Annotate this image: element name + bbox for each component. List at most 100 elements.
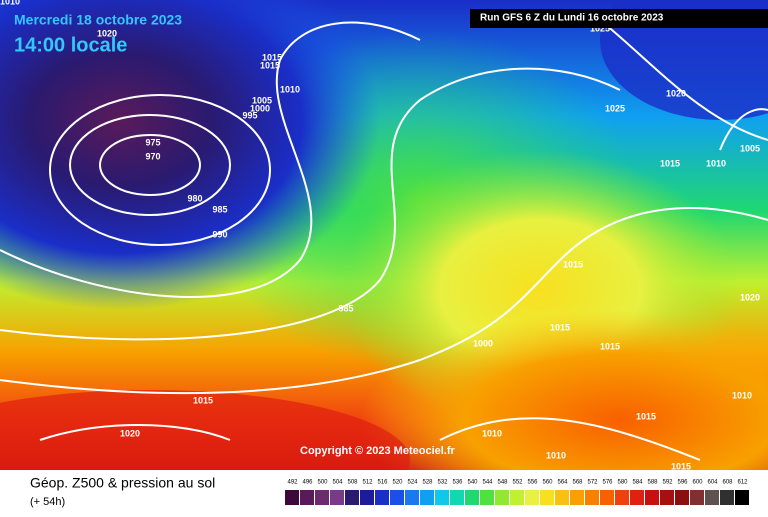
scale-swatch <box>675 490 689 505</box>
scale-label: 552 <box>512 480 523 486</box>
isobar-label: 1015 <box>636 411 656 421</box>
scale-swatch <box>510 490 524 505</box>
scale-label: 512 <box>362 480 373 486</box>
isobar-label: 1015 <box>600 341 620 351</box>
isobar-label: 985 <box>338 303 353 313</box>
scale-swatch <box>645 490 659 505</box>
scale-label: 508 <box>347 480 358 486</box>
scale-swatch <box>540 490 554 505</box>
scale-swatch <box>375 490 389 505</box>
scale-swatch <box>720 490 734 505</box>
scale-swatch <box>345 490 359 505</box>
scale-swatch <box>525 490 539 505</box>
isobar-label: 1015 <box>563 259 583 269</box>
isobar-labels: 1010102010151015101010051000995975970980… <box>0 0 760 471</box>
scale-label: 612 <box>737 480 748 486</box>
isobar-label: 1015 <box>660 158 680 168</box>
scale-swatch <box>615 490 629 505</box>
scale-label: 572 <box>587 480 598 486</box>
isobar-label: 1015 <box>262 52 282 62</box>
date-label: Mercredi 18 octobre 2023 <box>14 12 182 28</box>
scale-label: 532 <box>437 480 448 486</box>
scale-swatch <box>735 490 749 505</box>
scale-label: 528 <box>422 480 433 486</box>
isobar-label: 1000 <box>250 103 270 113</box>
isobar-label: 1020 <box>740 292 760 302</box>
isobar-label: 1010 <box>706 158 726 168</box>
isobar-label: 990 <box>212 229 227 239</box>
isobar-label: 1020 <box>666 88 686 98</box>
scale-swatch <box>660 490 674 505</box>
scale-label: 516 <box>377 480 388 486</box>
scale-swatch <box>405 490 419 505</box>
isobar-label: 1010 <box>732 390 752 400</box>
scale-swatch <box>315 490 329 505</box>
isobar-label: 1025 <box>590 23 610 33</box>
scale-label: 536 <box>452 480 463 486</box>
scale-swatch <box>360 490 374 505</box>
scale-swatch <box>300 490 314 505</box>
scale-swatch <box>390 490 404 505</box>
scale-label: 568 <box>572 480 583 486</box>
isobar-label: 995 <box>242 110 257 120</box>
isobar-label: 985 <box>212 204 227 214</box>
scale-swatch <box>285 490 299 505</box>
scale-label: 604 <box>707 480 718 486</box>
scale-label: 588 <box>647 480 658 486</box>
scale-label: 520 <box>392 480 403 486</box>
isobar-label: 975 <box>145 137 160 147</box>
scale-swatch <box>495 490 509 505</box>
isobar-label: 1010 <box>482 428 502 438</box>
scale-swatch <box>555 490 569 505</box>
scale-label: 580 <box>617 480 628 486</box>
isobar-label: 1010 <box>280 84 300 94</box>
scale-swatch <box>465 490 479 505</box>
run-banner <box>470 9 768 28</box>
isobar-label: 980 <box>187 193 202 203</box>
isobar-label: 1015 <box>550 322 570 332</box>
scale-label: 496 <box>302 480 313 486</box>
time-label: 14:00 locale <box>14 34 127 56</box>
isobar-label: 970 <box>145 151 160 161</box>
isobar-label: 1015 <box>193 395 213 405</box>
color-scale: 492 496 500 504 508 512 516 520 524 528 532 536 540 5… <box>285 480 749 505</box>
isobar-label: 1010 <box>0 0 20 6</box>
scale-label: 596 <box>677 480 688 486</box>
run-label: Run GFS 6 Z du Lundi 16 octobre 2023 <box>480 13 664 24</box>
scale-label: 540 <box>467 480 478 486</box>
isobar-lines <box>0 19 768 461</box>
scale-swatch <box>585 490 599 505</box>
scale-label: 556 <box>527 480 538 486</box>
scale-label: 608 <box>722 480 733 486</box>
isobar-label: 1020 <box>120 428 140 438</box>
scale-label: 524 <box>407 480 418 486</box>
footer-subtitle: (+ 54h) <box>30 496 65 508</box>
scale-label: 504 <box>332 480 343 486</box>
scale-label: 492 <box>287 480 298 486</box>
scale-swatch <box>435 490 449 505</box>
scale-label: 544 <box>482 480 493 486</box>
scale-swatch <box>420 490 434 505</box>
scale-swatch <box>690 490 704 505</box>
scale-swatch <box>330 490 344 505</box>
isobar-label: 1025 <box>605 103 625 113</box>
isobar-label: 1005 <box>252 95 272 105</box>
isobar-label: 1020 <box>97 28 117 38</box>
scale-label: 564 <box>557 480 568 486</box>
isobar-label: 1015 <box>260 60 280 70</box>
scale-label: 548 <box>497 480 508 486</box>
scale-swatch <box>600 490 614 505</box>
scale-label: 584 <box>632 480 643 486</box>
scale-swatch <box>450 490 464 505</box>
isobar-label: 1000 <box>473 338 493 348</box>
scale-label: 560 <box>542 480 553 486</box>
scale-label: 592 <box>662 480 673 486</box>
scale-swatch <box>705 490 719 505</box>
scale-label: 600 <box>692 480 703 486</box>
isobar-label: 1015 <box>671 461 691 471</box>
scale-label: 576 <box>602 480 613 486</box>
isobar-label: 1005 <box>740 143 760 153</box>
scale-label: 500 <box>317 480 328 486</box>
